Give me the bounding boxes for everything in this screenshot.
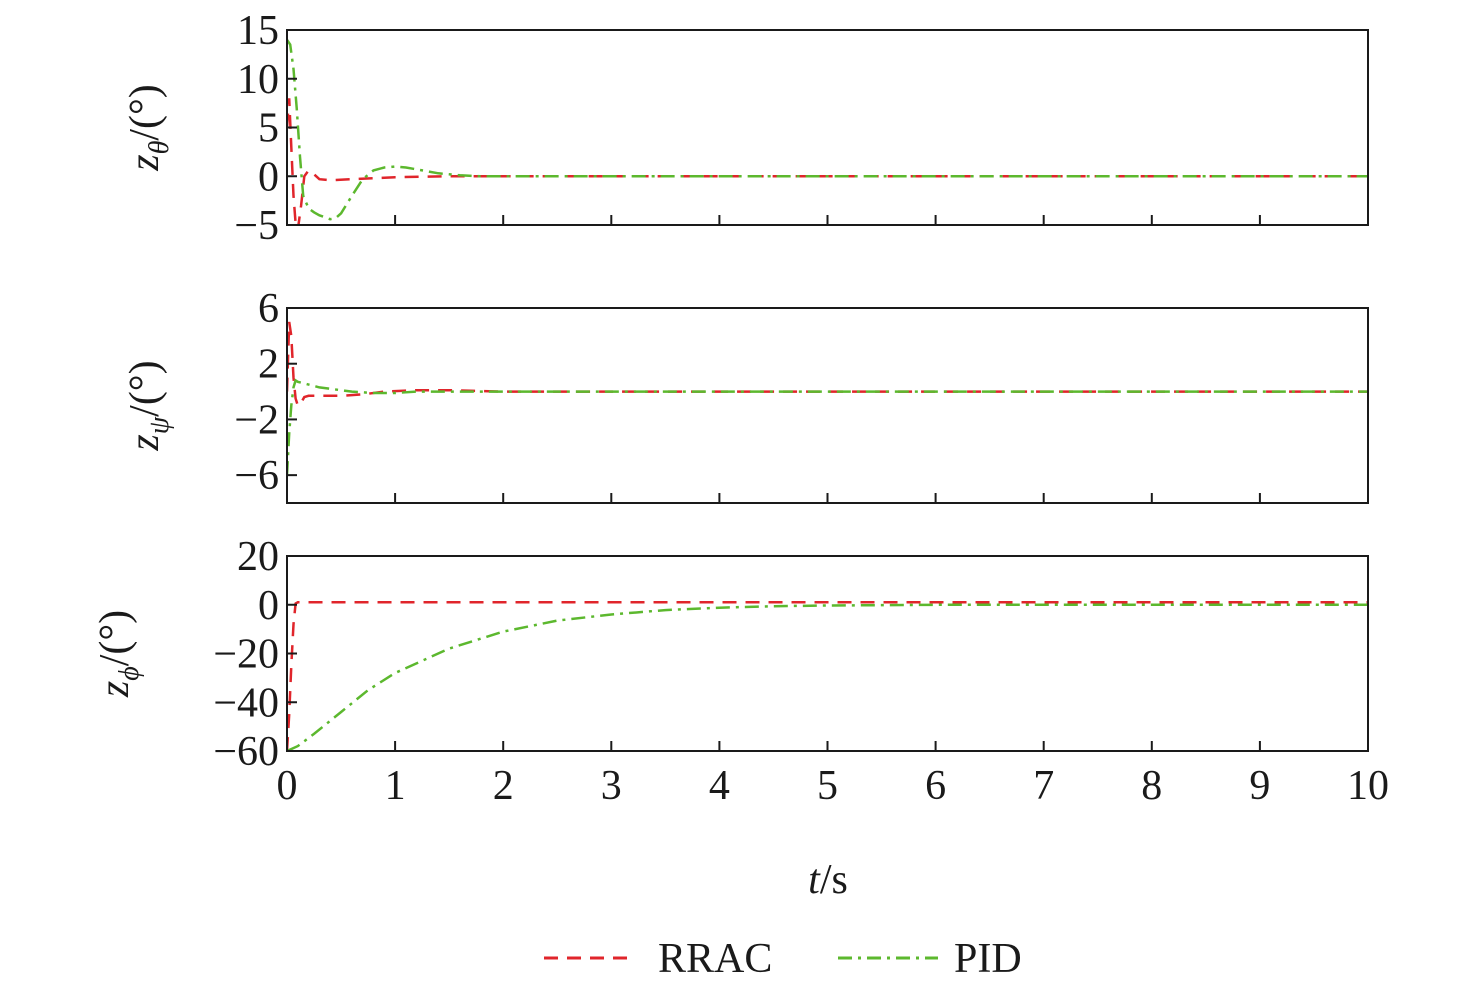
x-tick-label: 0 [277, 763, 298, 809]
legend-label-rrac: RRAC [658, 936, 772, 982]
x-tick-label: 4 [709, 763, 730, 809]
x-tick-label: 5 [817, 763, 838, 809]
x-tick-label: 2 [493, 763, 514, 809]
y-tick-label: −40 [213, 680, 279, 726]
plot-frame [286, 307, 1369, 504]
y-tick-label: 20 [237, 534, 279, 580]
x-tick-label: 1 [385, 763, 406, 809]
series-line-pid-3 [287, 603, 1368, 751]
legend-label-pid: PID [954, 936, 1022, 982]
series-line-rrac-2 [287, 321, 1368, 408]
plot-frame [286, 29, 1369, 226]
series-line-rrac-3 [287, 601, 1368, 751]
x-tick-label: 7 [1033, 763, 1054, 809]
y-tick-label: 6 [258, 286, 279, 332]
x-tick-label: 8 [1141, 763, 1162, 809]
y-axis-label-2: zψ/(°) [122, 360, 175, 451]
y-tick-label: −20 [213, 632, 279, 678]
subplot-2: −6 −2 2 6 zψ/(°) [122, 286, 1369, 504]
y-tick-label: 0 [258, 583, 279, 629]
x-tick-label: 10 [1347, 763, 1389, 809]
y-tick-label: −2 [234, 397, 279, 443]
x-axis-label: t/s [808, 857, 848, 903]
y-tick-label: 2 [258, 342, 279, 388]
x-tick-label: 9 [1249, 763, 1270, 809]
y-tick-label: 5 [258, 106, 279, 152]
series-line-pid-1 [287, 39, 1368, 221]
legend: RRAC PID [544, 936, 1022, 982]
y-axis-label-1: zθ/(°) [122, 84, 175, 172]
y-tick-label: 0 [258, 154, 279, 200]
x-tick-label: 6 [925, 763, 946, 809]
x-tick-label: 3 [601, 763, 622, 809]
y-tick-label: −6 [234, 453, 279, 499]
y-tick-label: 15 [237, 8, 279, 54]
subplots-group: −5051015zθ/(°)−6−226zψ/(°)−60−40−20020zϕ… [92, 8, 1389, 809]
y-tick-label: 10 [237, 57, 279, 103]
series-line-pid-2 [287, 378, 1368, 476]
series-line-rrac-1 [287, 98, 1368, 225]
y-tick-label: −5 [234, 203, 279, 249]
plot-frame [286, 555, 1369, 752]
y-axis-label-3: zϕ/(°) [92, 610, 145, 698]
y-tick-label: −60 [213, 729, 279, 775]
